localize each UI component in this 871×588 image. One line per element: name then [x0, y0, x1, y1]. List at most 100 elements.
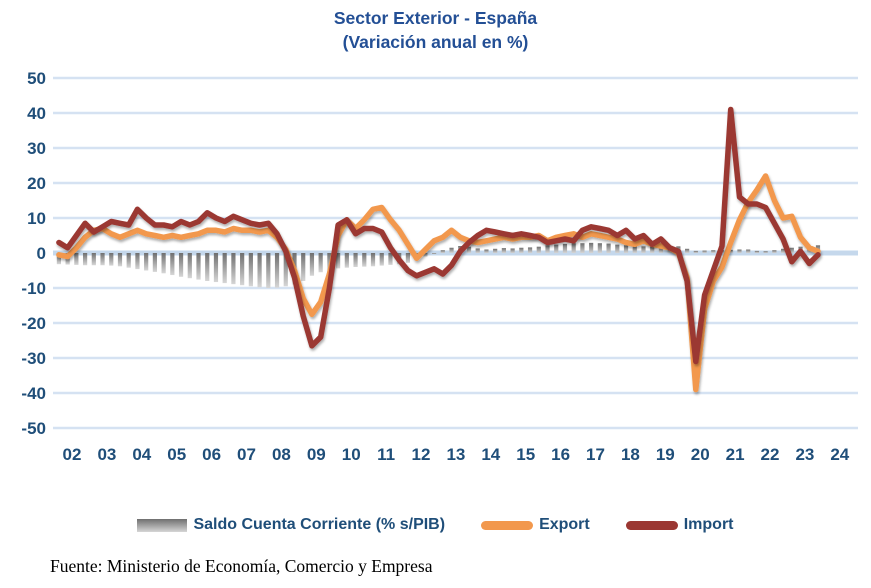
saldo-bar	[562, 243, 568, 253]
saldo-bar	[178, 253, 184, 277]
x-tick-label: 08	[272, 445, 291, 464]
saldo-bar	[274, 253, 280, 288]
x-tick-label: 07	[237, 445, 256, 464]
y-tick-label: -20	[21, 314, 46, 333]
saldo-bar	[650, 246, 655, 253]
x-tick-label: 20	[691, 445, 710, 464]
saldo-bar	[187, 253, 192, 279]
saldo-bar	[685, 248, 690, 253]
saldo-bar	[554, 244, 559, 253]
y-tick-label: 20	[27, 174, 46, 193]
y-axis-tick-labels: 50 40 30 20 10 0 -10 -20 -30 -40 -50	[21, 69, 46, 438]
saldo-bar	[135, 253, 140, 270]
saldo-bar	[248, 253, 253, 287]
saldo-bar	[353, 253, 358, 267]
x-tick-label: 21	[726, 445, 745, 464]
saldo-bar	[309, 253, 315, 276]
saldo-bar	[117, 253, 123, 267]
saldo-bar	[527, 247, 533, 253]
saldo-bar	[344, 253, 349, 268]
saldo-bar	[519, 247, 524, 253]
saldo-bar	[405, 253, 411, 263]
legend: Saldo Cuenta Corriente (% s/PIB) Export …	[0, 508, 871, 542]
saldo-bar	[737, 249, 742, 253]
saldo-bar	[536, 246, 541, 253]
saldo-legend-label: Saldo Cuenta Corriente (% s/PIB)	[193, 516, 446, 533]
saldo-bar	[213, 253, 219, 283]
chart-title-line1: Sector Exterior - España	[333, 8, 538, 28]
y-tick-label: -30	[21, 349, 46, 368]
x-tick-label: 04	[132, 445, 151, 464]
chart-title: Sector Exterior - España (Variación anua…	[0, 6, 871, 54]
import-line-swatch-icon	[625, 520, 678, 530]
saldo-bar	[56, 253, 62, 265]
x-tick-label: 24	[830, 445, 849, 464]
y-tick-label: 0	[37, 244, 46, 263]
saldo-bar	[763, 251, 768, 253]
y-tick-label: -40	[21, 384, 46, 403]
saldo-bar	[466, 246, 472, 253]
saldo-bar-swatch-icon	[137, 518, 188, 532]
saldo-bar	[231, 253, 236, 285]
chart-title-line2: (Variación anual en %)	[342, 32, 529, 52]
legend-item-saldo: Saldo Cuenta Corriente (% s/PIB)	[137, 516, 445, 534]
gridlines	[53, 76, 858, 430]
saldo-bar	[152, 253, 157, 272]
line-series	[56, 106, 821, 393]
y-tick-label: 30	[27, 139, 46, 158]
saldo-bar	[746, 249, 751, 253]
source-note: Fuente: Ministerio de Economía, Comercio…	[50, 556, 433, 576]
x-tick-label: 13	[446, 445, 465, 464]
x-tick-label: 03	[97, 445, 116, 464]
saldo-bar	[82, 253, 88, 266]
legend-item-export: Export	[481, 516, 590, 534]
saldo-bar	[144, 253, 149, 271]
saldo-bar	[100, 253, 105, 266]
saldo-bar	[484, 249, 489, 253]
saldo-bar	[266, 253, 271, 288]
x-tick-label: 05	[167, 445, 186, 464]
saldo-bar	[772, 250, 777, 253]
saldo-bar	[379, 253, 384, 266]
export-line-swatch-icon	[481, 520, 534, 530]
x-tick-label: 12	[412, 445, 431, 464]
x-tick-label: 14	[481, 445, 500, 464]
saldo-bar	[109, 253, 114, 266]
saldo-bar	[789, 247, 794, 253]
y-tick-label: -10	[21, 279, 46, 298]
import-legend-label: Import	[683, 516, 734, 533]
saldo-bar	[580, 243, 585, 253]
saldo-bar	[91, 253, 96, 266]
x-tick-label: 15	[516, 445, 535, 464]
saldo-bar	[336, 253, 341, 269]
saldo-bar	[205, 253, 210, 281]
x-tick-label: 02	[63, 445, 82, 464]
saldo-bar	[606, 243, 611, 253]
x-tick-label: 19	[656, 445, 675, 464]
x-tick-label: 23	[795, 445, 814, 464]
saldo-bar	[780, 248, 786, 253]
saldo-bar	[431, 253, 437, 255]
import-line	[56, 106, 821, 365]
x-tick-label: 10	[342, 445, 361, 464]
saldo-bar	[615, 244, 620, 253]
saldo-bar	[702, 250, 707, 253]
x-tick-label: 17	[586, 445, 605, 464]
saldo-bar	[658, 245, 664, 253]
saldo-bar	[370, 253, 376, 267]
saldo-bar	[571, 243, 576, 253]
saldo-bar	[196, 253, 201, 280]
saldo-bar	[423, 253, 428, 257]
x-tick-label: 06	[202, 445, 221, 464]
saldo-bar	[589, 242, 594, 253]
y-tick-label: 10	[27, 209, 46, 228]
x-tick-label: 16	[551, 445, 570, 464]
saldo-bar	[170, 253, 175, 276]
saldo-bar	[126, 253, 131, 268]
x-axis-tick-labels: 02 03 04 05 06 07 08 09 10 11 12 13 14 15 16 17 18 19 20 21…	[63, 445, 850, 464]
saldo-bar	[493, 248, 498, 253]
saldo-bar	[641, 246, 646, 253]
saldo-bar	[222, 253, 227, 284]
